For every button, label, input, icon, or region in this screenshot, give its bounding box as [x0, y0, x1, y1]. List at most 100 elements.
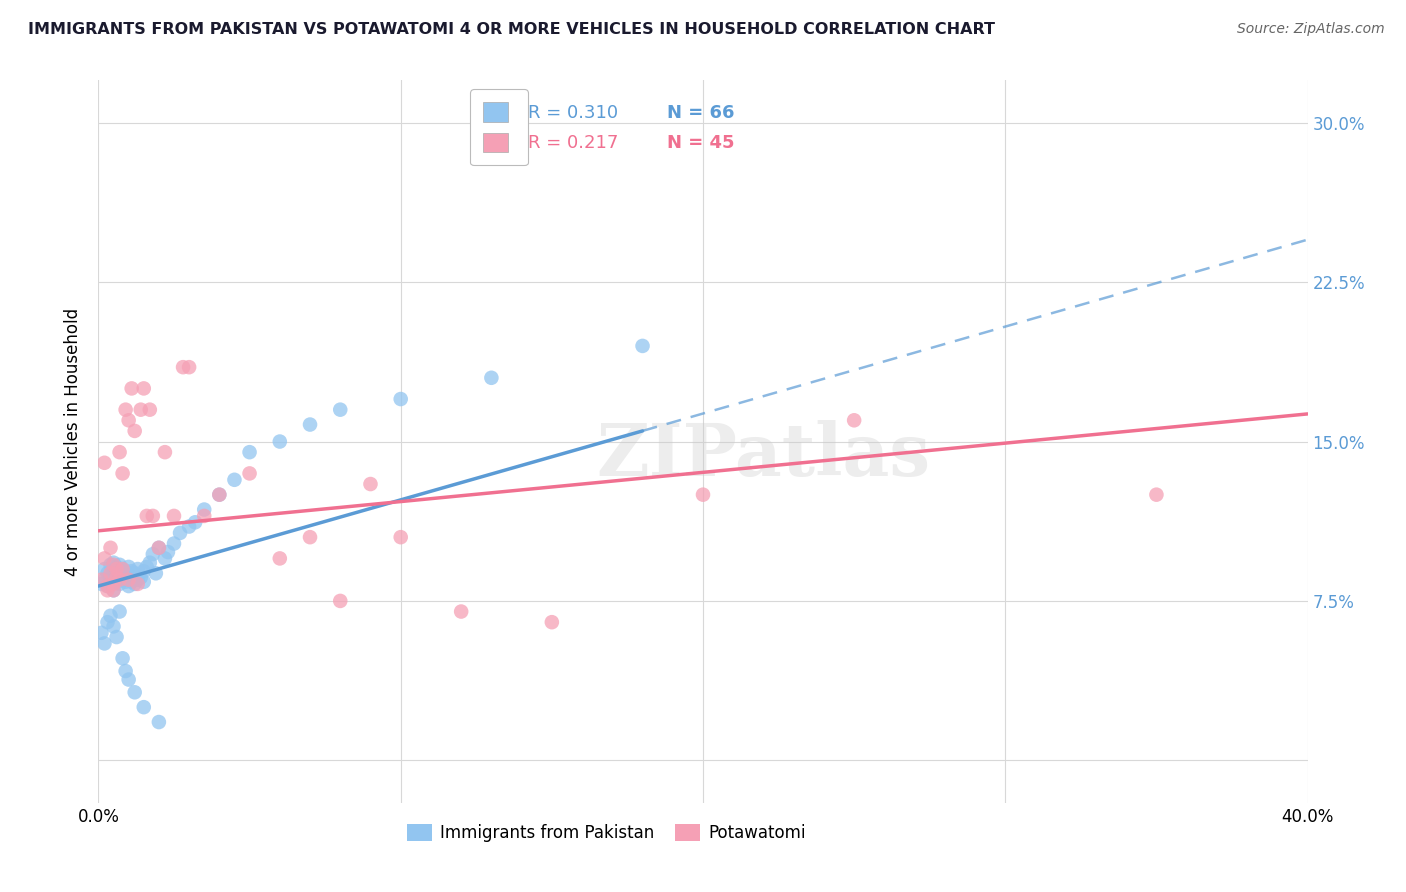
Point	[450, 605, 472, 619]
Point	[153, 551, 176, 566]
Point	[124, 424, 146, 438]
Point	[139, 402, 162, 417]
Text: ZIPatlas: ZIPatlas	[596, 420, 931, 491]
Point	[127, 577, 149, 591]
Point	[118, 570, 141, 584]
Point	[148, 714, 170, 729]
Point	[299, 417, 322, 432]
Point	[96, 583, 118, 598]
Point	[111, 651, 134, 665]
Text: N = 45: N = 45	[666, 134, 734, 153]
Point	[114, 564, 136, 578]
Point	[389, 530, 412, 544]
Point	[105, 574, 128, 589]
Point	[124, 685, 146, 699]
Point	[100, 566, 122, 581]
Point	[156, 545, 179, 559]
Point	[108, 605, 131, 619]
Point	[93, 456, 115, 470]
Point	[111, 562, 134, 576]
Point	[193, 502, 215, 516]
Point	[105, 566, 128, 581]
Point	[148, 541, 170, 555]
Point	[90, 577, 112, 591]
Point	[93, 551, 115, 566]
Point	[93, 573, 115, 587]
Point	[129, 402, 152, 417]
Point	[269, 551, 291, 566]
Point	[208, 488, 231, 502]
Point	[108, 568, 131, 582]
Point	[163, 508, 186, 523]
Point	[118, 573, 141, 587]
Point	[93, 636, 115, 650]
Point	[169, 525, 191, 540]
Point	[114, 402, 136, 417]
Point	[96, 579, 118, 593]
Point	[121, 381, 143, 395]
Point	[269, 434, 291, 449]
Point	[208, 488, 231, 502]
Point	[93, 562, 115, 576]
Point	[96, 566, 118, 581]
Text: R = 0.217: R = 0.217	[527, 134, 619, 153]
Text: Source: ZipAtlas.com: Source: ZipAtlas.com	[1237, 22, 1385, 37]
Point	[631, 339, 654, 353]
Legend: Immigrants from Pakistan, Potawatomi: Immigrants from Pakistan, Potawatomi	[401, 817, 813, 848]
Point	[114, 664, 136, 678]
Point	[118, 413, 141, 427]
Point	[105, 630, 128, 644]
Point	[132, 574, 155, 589]
Point	[108, 577, 131, 591]
Point	[96, 615, 118, 630]
Point	[103, 577, 125, 591]
Point	[111, 562, 134, 576]
Point	[1144, 488, 1167, 502]
Point	[124, 577, 146, 591]
Text: IMMIGRANTS FROM PAKISTAN VS POTAWATOMI 4 OR MORE VEHICLES IN HOUSEHOLD CORRELATI: IMMIGRANTS FROM PAKISTAN VS POTAWATOMI 4…	[28, 22, 995, 37]
Point	[90, 625, 112, 640]
Point	[121, 574, 143, 589]
Point	[179, 360, 201, 375]
Point	[103, 568, 125, 582]
Point	[111, 467, 134, 481]
Point	[148, 541, 170, 555]
Point	[127, 562, 149, 576]
Point	[692, 488, 714, 502]
Point	[389, 392, 412, 406]
Point	[142, 547, 165, 561]
Point	[299, 530, 322, 544]
Point	[129, 570, 152, 584]
Point	[111, 573, 134, 587]
Point	[96, 579, 118, 593]
Point	[90, 573, 112, 587]
Point	[179, 519, 201, 533]
Point	[118, 673, 141, 687]
Point	[139, 556, 162, 570]
Point	[124, 566, 146, 581]
Point	[105, 570, 128, 584]
Point	[132, 381, 155, 395]
Point	[100, 541, 122, 555]
Point	[239, 445, 262, 459]
Text: N = 66: N = 66	[666, 103, 734, 122]
Point	[100, 570, 122, 584]
Point	[540, 615, 562, 630]
Point	[329, 594, 352, 608]
Point	[132, 564, 155, 578]
Point	[103, 583, 125, 598]
Point	[239, 467, 262, 481]
Point	[127, 573, 149, 587]
Text: R = 0.310: R = 0.310	[527, 103, 617, 122]
Point	[142, 508, 165, 523]
Y-axis label: 4 or more Vehicles in Household: 4 or more Vehicles in Household	[65, 308, 83, 575]
Point	[100, 608, 122, 623]
Point	[105, 562, 128, 576]
Point	[172, 360, 194, 375]
Point	[224, 473, 246, 487]
Point	[135, 508, 157, 523]
Point	[108, 445, 131, 459]
Point	[135, 560, 157, 574]
Point	[153, 445, 176, 459]
Point	[844, 413, 866, 427]
